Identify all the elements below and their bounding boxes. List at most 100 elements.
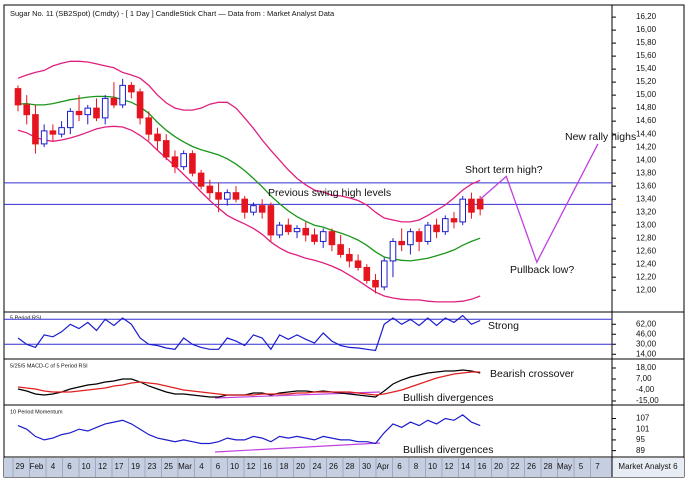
x-tick-label: 24 bbox=[313, 462, 322, 471]
indicator-line bbox=[17, 414, 481, 445]
y-tick-label: 89 bbox=[636, 446, 645, 455]
candle-body bbox=[267, 205, 275, 236]
candle-body bbox=[67, 110, 74, 129]
candle-body bbox=[232, 192, 240, 200]
footer: Market Analyst 6 bbox=[618, 462, 678, 471]
x-tick-label: 18 bbox=[280, 462, 289, 471]
moving-average bbox=[17, 95, 481, 262]
annotation: Short term high? bbox=[465, 164, 543, 176]
x-tick-label: 4 bbox=[51, 462, 56, 471]
candle-body bbox=[250, 205, 257, 213]
candle-body bbox=[23, 104, 31, 116]
divergence-line bbox=[214, 442, 381, 453]
annotation: New rally highs bbox=[565, 131, 636, 143]
candle-body bbox=[389, 240, 397, 262]
x-tick-label: 6 bbox=[397, 462, 402, 471]
x-tick-label: 8 bbox=[414, 462, 419, 471]
x-tick-label: 4 bbox=[199, 462, 204, 471]
candle-body bbox=[276, 224, 283, 236]
x-tick-label: 10 bbox=[230, 462, 239, 471]
divergence-line bbox=[214, 391, 381, 399]
candle-body bbox=[136, 91, 144, 119]
y-tick-label: 13,20 bbox=[636, 207, 657, 216]
candle-body bbox=[285, 224, 292, 233]
y-tick-label: 12,00 bbox=[636, 285, 657, 294]
annotation: Pullback low? bbox=[510, 264, 574, 276]
candle-body bbox=[424, 224, 432, 242]
y-tick-label: 16,20 bbox=[636, 12, 657, 21]
indicator-line bbox=[17, 314, 481, 352]
x-tick-label: 12 bbox=[247, 462, 256, 471]
x-tick-label: 25 bbox=[164, 462, 173, 471]
y-tick-label: 14,80 bbox=[636, 103, 657, 112]
candle-body bbox=[40, 130, 48, 145]
candle-body bbox=[293, 227, 301, 233]
x-tick-label: 17 bbox=[115, 462, 124, 471]
bollinger-upper bbox=[17, 60, 481, 223]
candle-body bbox=[154, 133, 161, 142]
candle-body bbox=[206, 185, 214, 194]
candle-body bbox=[319, 231, 327, 242]
y-tick-label: 13,60 bbox=[636, 181, 657, 190]
footer-box bbox=[612, 458, 684, 477]
y-tick-label: 18,00 bbox=[636, 363, 657, 372]
candle-body bbox=[441, 218, 449, 233]
y-tick-label: 12,60 bbox=[636, 246, 657, 255]
candle-body bbox=[311, 234, 318, 242]
y-tick-label: 14,00 bbox=[636, 155, 657, 164]
indicator-line bbox=[17, 371, 481, 396]
y-tick-label: 15,60 bbox=[636, 51, 657, 60]
candle-body bbox=[468, 198, 475, 213]
candle-body bbox=[223, 192, 231, 200]
x-tick-label: Feb bbox=[30, 462, 44, 471]
candle-body bbox=[433, 224, 440, 233]
candle-body bbox=[302, 227, 310, 236]
y-tick-label: 12,20 bbox=[636, 272, 657, 281]
x-tick-label: 26 bbox=[329, 462, 338, 471]
y-tick-label: -4,00 bbox=[636, 385, 655, 394]
x-tick-label: 16 bbox=[263, 462, 272, 471]
candle-body bbox=[58, 127, 65, 135]
bollinger-lower bbox=[17, 125, 481, 303]
panel-title: 5/25/5 MACD-C of 5 Period RSI bbox=[10, 363, 88, 369]
candle-body bbox=[398, 240, 405, 246]
y-tick-label: 30,00 bbox=[636, 339, 657, 348]
x-tick-label: 19 bbox=[131, 462, 140, 471]
candle-body bbox=[407, 231, 414, 246]
candle-body bbox=[415, 231, 423, 242]
y-tick-label: 46,00 bbox=[636, 329, 657, 338]
candle-body bbox=[346, 253, 353, 262]
x-tick-label: May bbox=[557, 462, 572, 471]
candle-body bbox=[110, 97, 118, 106]
candle-body bbox=[32, 114, 39, 145]
candle-body bbox=[459, 198, 467, 223]
candle-body bbox=[476, 198, 484, 210]
x-tick-label: 20 bbox=[494, 462, 503, 471]
y-tick-label: 13,40 bbox=[636, 194, 657, 203]
candle-body bbox=[215, 192, 222, 200]
candle-body bbox=[241, 198, 249, 213]
annotation: Strong bbox=[488, 320, 519, 332]
y-tick-label: 107 bbox=[636, 414, 650, 423]
x-tick-label: 10 bbox=[428, 462, 437, 471]
projection-line bbox=[479, 143, 599, 264]
candle-body bbox=[258, 205, 266, 213]
x-tick-label: 26 bbox=[527, 462, 536, 471]
x-tick-label: 16 bbox=[478, 462, 487, 471]
candle-body bbox=[128, 84, 135, 93]
y-tick-label: 15,00 bbox=[636, 90, 657, 99]
candle-body bbox=[119, 84, 126, 106]
candle-body bbox=[84, 107, 92, 116]
candle-body bbox=[189, 153, 196, 174]
x-tick-label: 12 bbox=[98, 462, 107, 471]
x-tick-label: 28 bbox=[346, 462, 355, 471]
y-tick-label: 14,20 bbox=[636, 142, 657, 151]
y-tick-label: 15,20 bbox=[636, 77, 657, 86]
y-tick-label: 13,00 bbox=[636, 220, 657, 229]
panel-title: 5 Period RSI bbox=[10, 315, 42, 321]
y-tick-label: 14,00 bbox=[636, 349, 657, 358]
candle-body bbox=[450, 218, 458, 223]
x-tick-label: 28 bbox=[544, 462, 553, 471]
